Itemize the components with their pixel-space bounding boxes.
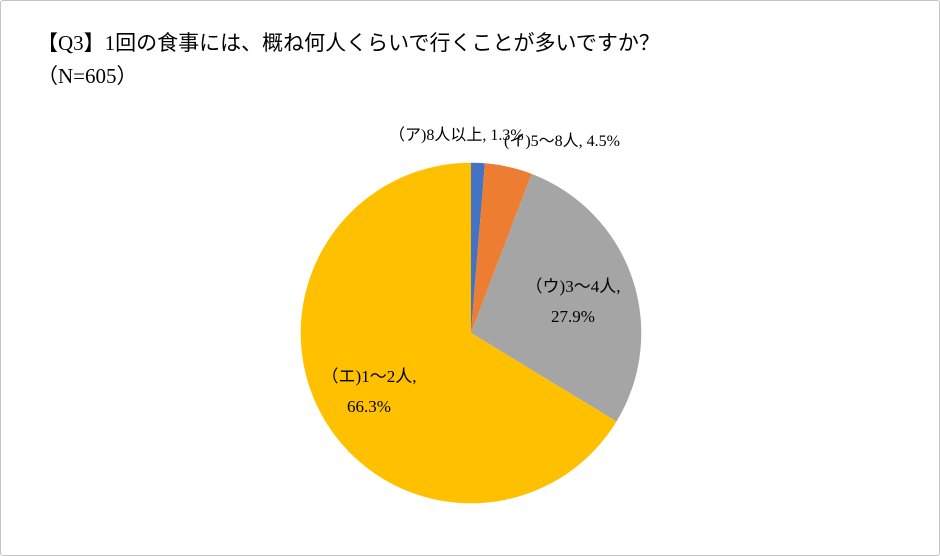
pie-slice-1to2 [300, 162, 617, 504]
pie-label-1to2-line2: 66.3% [347, 397, 391, 416]
chart-title-block: 【Q3】1回の食事には、概ね何人くらいで行くことが多いですか？ （N=605） [37, 27, 660, 93]
pie-label-3to4-line1: （ウ)3～4人, [525, 277, 621, 296]
pie-label-8plus: （ア)8人以上, 1.3% [389, 127, 524, 144]
pie-slice-3to4 [471, 173, 642, 422]
pie-label-1to2-line1: （エ)1～2人, [321, 367, 417, 386]
chart-title: 【Q3】1回の食事には、概ね何人くらいで行くことが多いですか？ [37, 31, 660, 55]
pie-label-1to2: （エ)1～2人, 66.3% [294, 362, 444, 422]
sample-size: （N=605） [37, 64, 138, 88]
pie-slice-8plus [471, 162, 485, 333]
pie-label-3to4-line2: 27.9% [551, 307, 595, 326]
pie-slice-5to8 [471, 163, 532, 333]
pie-label-3to4: （ウ)3～4人, 27.9% [498, 272, 648, 332]
pie-svg [300, 162, 642, 504]
pie-label-5to8: (イ)5～8人, 4.5% [504, 133, 620, 150]
